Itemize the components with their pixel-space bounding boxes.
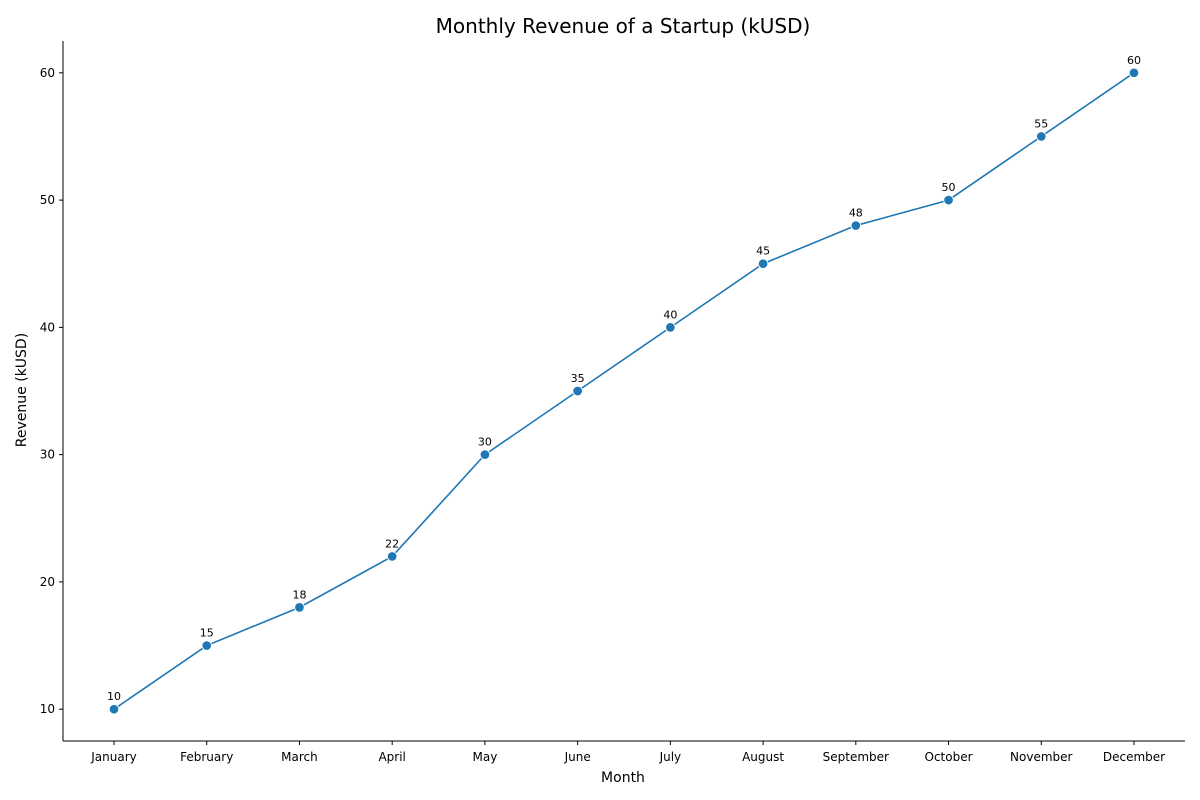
data-label: 50 — [942, 181, 956, 194]
x-tick-label: March — [281, 750, 318, 764]
y-tick-label: 30 — [40, 448, 55, 462]
x-axis-label: Month — [601, 770, 645, 786]
data-point — [386, 551, 398, 562]
data-label: 35 — [571, 372, 585, 385]
y-tick-label: 50 — [40, 193, 55, 207]
data-label: 60 — [1127, 54, 1141, 67]
data-point — [294, 602, 305, 613]
data-label: 40 — [663, 308, 677, 321]
data-point — [1128, 67, 1140, 79]
data-label: 15 — [200, 627, 214, 640]
y-axis-label: Revenue (kUSD) — [14, 333, 30, 447]
data-label: 30 — [478, 436, 492, 449]
x-tick-label: July — [659, 750, 682, 764]
series — [108, 67, 1140, 715]
y-tick-label: 10 — [40, 702, 55, 716]
y-tick-label: 40 — [40, 320, 55, 334]
axes — [62, 41, 1185, 742]
data-label: 18 — [292, 588, 306, 601]
x-tick-label: June — [564, 750, 591, 764]
x-tick-label: December — [1103, 750, 1165, 764]
x-tick-label: April — [378, 750, 405, 764]
x-tick-label: May — [473, 750, 498, 764]
chart-title: Monthly Revenue of a Startup (kUSD) — [436, 14, 811, 38]
data-point — [665, 322, 676, 333]
x-tick-label: September — [823, 750, 889, 764]
x-tick-label: November — [1010, 750, 1072, 764]
series-line — [113, 72, 1135, 710]
x-tick-label: January — [90, 750, 137, 764]
data-point — [572, 385, 583, 397]
data-label: 10 — [107, 690, 121, 703]
data-point — [201, 640, 212, 651]
ticks: January February March April May June July Augu… — [40, 66, 1165, 764]
data-point — [479, 449, 491, 460]
y-tick-label: 60 — [40, 66, 55, 80]
x-tick-label: August — [742, 750, 784, 764]
data-label: 48 — [849, 207, 863, 220]
x-tick-label: February — [180, 750, 233, 764]
data-point — [757, 258, 769, 269]
data-label: 45 — [756, 245, 770, 258]
data-point — [850, 220, 862, 231]
data-point — [1036, 131, 1047, 142]
data-point — [943, 194, 954, 206]
data-label: 55 — [1034, 117, 1048, 130]
data-labels: 10 15 18 22 30 35 40 45 48 50 55 60 — [107, 54, 1141, 703]
y-tick-label: 20 — [40, 575, 55, 589]
data-point — [108, 703, 120, 715]
data-label: 22 — [385, 537, 399, 550]
x-tick-label: October — [925, 750, 973, 764]
